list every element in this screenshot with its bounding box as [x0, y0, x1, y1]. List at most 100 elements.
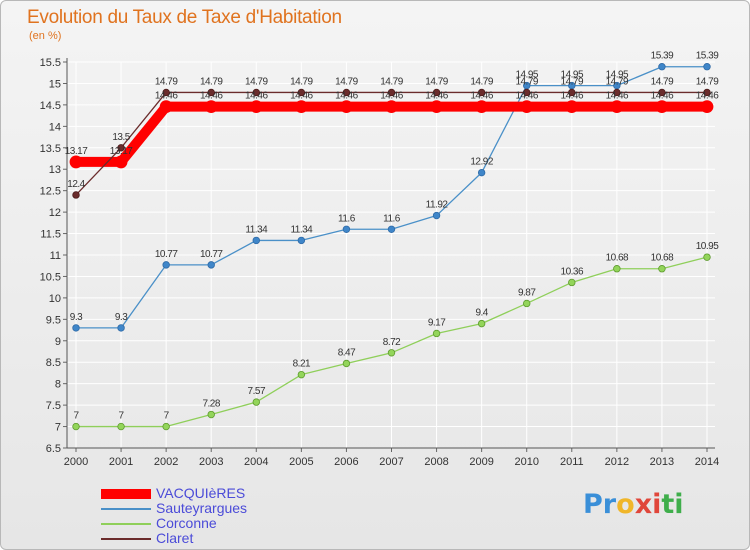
data-point — [658, 63, 666, 71]
data-label: 9.17 — [428, 317, 446, 328]
data-label: 12.92 — [470, 157, 493, 168]
x-tick-label: 2002 — [154, 456, 178, 468]
data-label: 14.95 — [515, 70, 538, 81]
data-point — [207, 410, 215, 419]
data-point — [117, 422, 125, 431]
data-label: 11.6 — [383, 213, 401, 224]
data-label: 14.79 — [696, 76, 719, 87]
data-label: 9.3 — [70, 312, 83, 323]
data-point — [613, 88, 621, 97]
x-tick-label: 2007 — [379, 456, 403, 468]
y-tick-label: 7.5 — [46, 400, 61, 412]
data-label: 14.46 — [380, 91, 403, 102]
y-tick-label: 15 — [49, 78, 61, 90]
data-label: 14.95 — [606, 70, 629, 81]
data-label: 14.46 — [606, 91, 629, 102]
y-tick-label: 7 — [55, 422, 61, 434]
data-label: 15.39 — [651, 51, 674, 62]
data-label: 14.79 — [245, 76, 268, 87]
data-point — [387, 349, 396, 357]
data-point — [72, 422, 80, 431]
data-label: 9.87 — [518, 287, 536, 298]
data-label: 9.3 — [115, 312, 128, 323]
data-point — [162, 261, 170, 269]
data-point — [432, 329, 441, 338]
data-label: 14.79 — [380, 76, 403, 87]
data-point — [432, 88, 441, 97]
data-point — [658, 88, 666, 97]
data-point — [475, 100, 489, 114]
y-tick-label: 11.5 — [40, 229, 61, 241]
series-group — [69, 63, 714, 431]
data-label: 14.46 — [696, 91, 719, 102]
data-point — [342, 359, 351, 368]
data-point — [340, 100, 353, 114]
data-label: 14.79 — [200, 76, 223, 87]
data-point — [207, 261, 215, 269]
data-label: 7 — [119, 411, 125, 422]
data-point — [477, 88, 486, 97]
legend-label: VACQUIèRES — [156, 485, 246, 501]
data-label: 10.95 — [696, 241, 719, 252]
data-point — [430, 100, 443, 114]
data-point — [249, 100, 263, 114]
data-label: 7 — [73, 411, 79, 422]
data-point — [297, 236, 306, 245]
x-tick-label: 2010 — [514, 456, 538, 468]
data-label: 14.46 — [335, 91, 358, 102]
data-label: 14.79 — [290, 76, 313, 87]
data-label: 13.17 — [65, 146, 88, 157]
legend-label: Corconne — [156, 515, 217, 531]
data-point — [655, 100, 669, 114]
data-label: 11.34 — [290, 224, 313, 235]
legend-item: Sauteyrargues — [101, 500, 321, 517]
legend-swatch — [101, 523, 151, 525]
data-label: 10.77 — [200, 249, 223, 260]
data-point — [703, 88, 711, 97]
data-label: 14.46 — [200, 91, 223, 102]
data-label: 7.28 — [202, 399, 220, 410]
x-tick-label: 2000 — [64, 456, 88, 468]
data-label: 14.79 — [515, 76, 538, 87]
y-tick-label: 9 — [55, 336, 61, 348]
y-tick-label: 14 — [49, 121, 61, 133]
x-tick-label: 2005 — [289, 456, 313, 468]
data-point — [477, 319, 486, 328]
data-label: 7.57 — [248, 386, 266, 397]
data-labels: 7 7 7 7.28 7.57 8.21 8.47 8.72 9.17 9.4 9.87 10.36 1… — [65, 51, 720, 422]
y-tick-label: 8.5 — [46, 357, 61, 369]
data-point — [162, 422, 170, 431]
y-tick-label: 13 — [49, 164, 61, 176]
data-label: 14.79 — [155, 76, 178, 87]
data-point — [114, 155, 128, 169]
data-point — [700, 100, 714, 114]
data-point — [568, 88, 576, 97]
data-point — [342, 225, 351, 233]
data-label: 10.68 — [651, 253, 674, 264]
data-label: 14.79 — [561, 76, 584, 87]
data-label: 14.79 — [651, 76, 674, 87]
data-label: 9.4 — [475, 308, 488, 319]
data-label: 14.79 — [606, 76, 629, 87]
data-point — [523, 88, 531, 97]
proxiti-logo: Proxiti — [583, 489, 684, 520]
data-label: 15.39 — [696, 51, 719, 62]
x-tick-label: 2004 — [244, 456, 268, 468]
data-point — [297, 88, 306, 97]
legend-item: Claret — [101, 530, 321, 547]
legend-label: Claret — [156, 530, 194, 546]
data-label: 8.47 — [338, 348, 356, 359]
y-tick-label: 12 — [49, 207, 61, 219]
legend-swatch — [101, 508, 151, 510]
chart-title: Evolution du Taux de Taxe d'Habitation — [27, 7, 342, 28]
data-label: 14.46 — [651, 91, 674, 102]
y-tick-label: 9.5 — [46, 314, 61, 326]
legend-item: Corconne — [101, 515, 321, 532]
data-label: 11.92 — [426, 200, 449, 211]
logo-letter: P — [583, 489, 603, 520]
legend: VACQUIèRES Sauteyrargues Corconne Claret — [101, 485, 321, 547]
data-point — [252, 88, 260, 97]
data-label: 14.46 — [470, 91, 493, 102]
y-tick-label: 13.5 — [40, 143, 61, 155]
